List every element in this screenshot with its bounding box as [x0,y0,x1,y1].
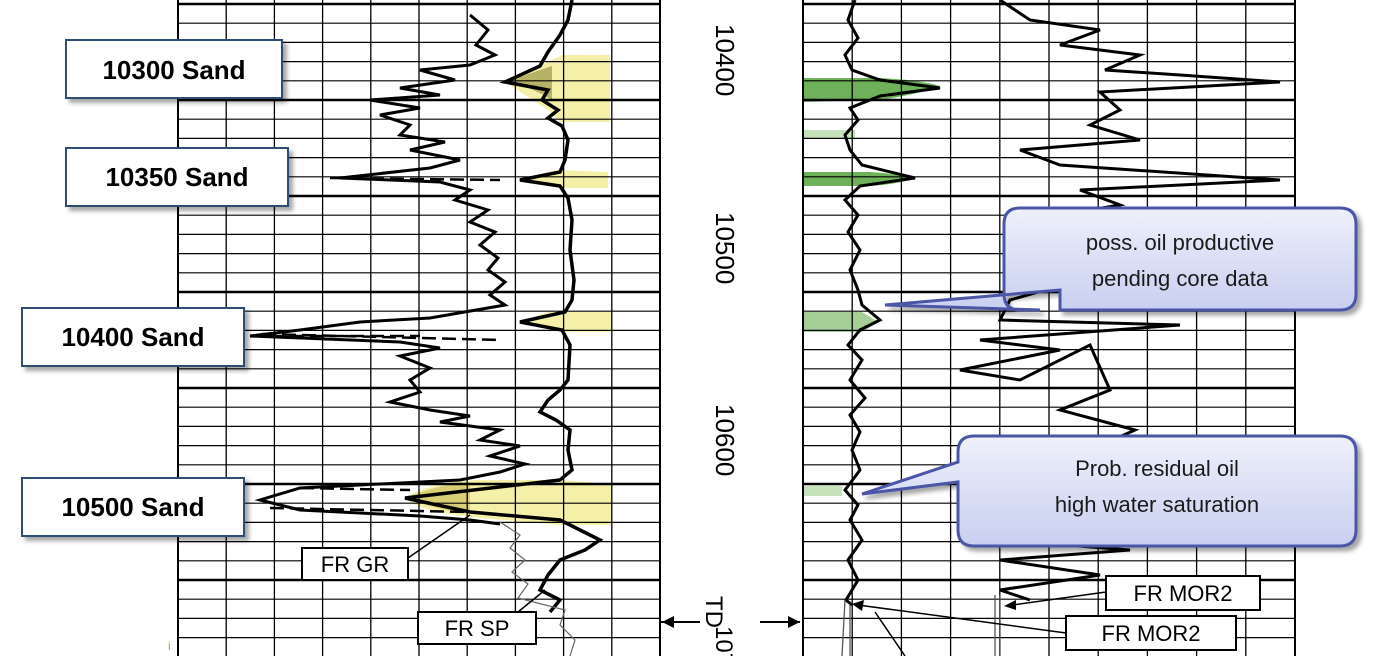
depth-tick-10400: 10400 [710,24,740,96]
depth-tick-10600: 10600 [710,404,740,476]
sand-label-10300-text: 10300 Sand [102,55,245,85]
callout-2-line1: Prob. residual oil [1075,456,1239,481]
depth-tick-10500: 10500 [710,212,740,284]
sp-tag-label: FR SP [445,616,510,641]
left-grid [177,0,661,656]
td-depth-partial: 107 [710,626,737,656]
left-curves [249,0,604,656]
td-marker: TD 107 [660,596,800,656]
sand-label-10300: 10300 Sand [65,39,283,99]
oil-shade-4 [803,312,878,332]
td-label: TD [700,596,727,628]
oil-shade-2 [803,130,855,138]
sp-tag: FR SP [417,589,546,645]
resistivity-thin-curve [841,595,1001,656]
gr-curve [249,13,531,526]
callout-1-line2: pending core data [1092,266,1269,291]
gr-curve-dashed [250,176,501,514]
callout-oil-productive: poss. oil productive pending core data [884,206,1358,312]
sand-label-10500: 10500 Sand [21,477,245,537]
sand-edge-10300 [505,66,552,100]
oil-shade-5 [803,486,842,496]
callout-1-line1: poss. oil productive [1086,230,1274,255]
sand-label-10400-text: 10400 Sand [61,322,204,352]
callout-bubble [884,206,1358,312]
sp-curve [404,0,604,614]
mor2-tag-lower-label: FR MOR2 [1102,621,1201,646]
mor2-tag-upper: FR MOR2 [1004,575,1261,611]
gr-tag-label: FR GR [321,552,389,577]
mor2-tag-lower: FR MOR2 [852,600,1237,656]
mor2-tag-upper-label: FR MOR2 [1134,581,1233,606]
left-log-track: FR GR FR SP [177,0,661,656]
depth-track: 10400 10500 10600 TD 107 [660,24,800,656]
sand-label-10350: 10350 Sand [65,147,289,207]
sand-label-10350-text: 10350 Sand [105,162,248,192]
corner-mark: i [168,639,171,653]
callout-residual-oil: Prob. residual oil high water saturation [861,434,1358,548]
right-log-track: FR MOR2 FR MOR2 [802,0,1296,656]
gr-tag: FR GR [301,514,471,581]
sand-label-10400: 10400 Sand [21,307,245,367]
sand-edge-10500 [405,482,470,514]
sp-thin-curve [499,521,576,656]
callout-bubble [861,434,1358,548]
callout-2-line2: high water saturation [1055,492,1259,517]
sand-label-10500-text: 10500 Sand [61,492,204,522]
deep-resistivity-curve [842,0,941,607]
